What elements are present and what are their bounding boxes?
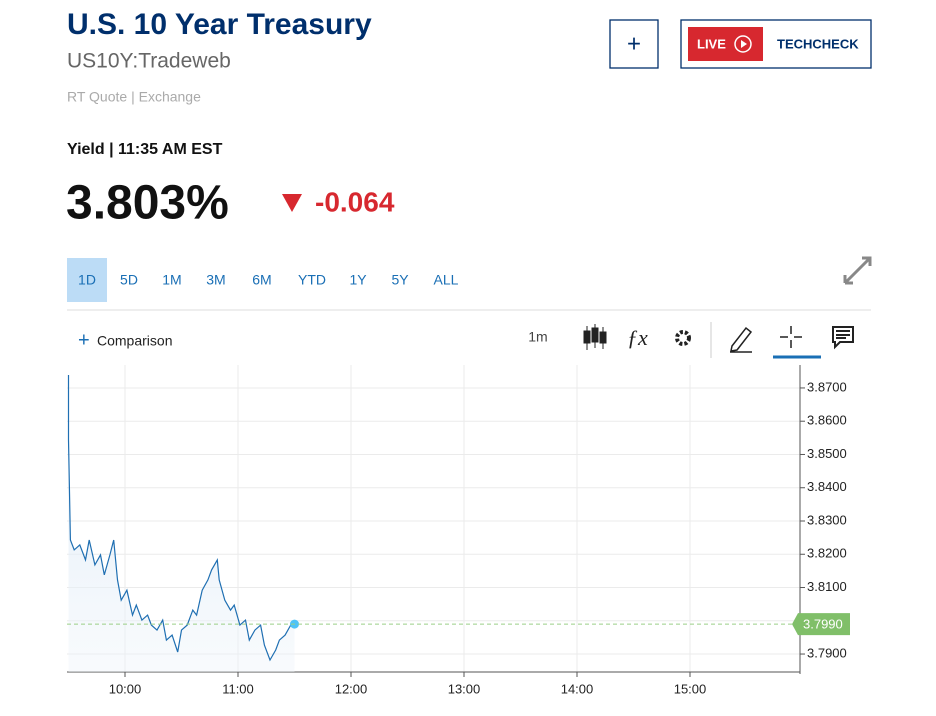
range-tab[interactable]: YTD bbox=[298, 272, 326, 288]
comparison-plus[interactable]: + bbox=[78, 329, 90, 351]
comment-icon[interactable] bbox=[832, 326, 854, 350]
candle-icon[interactable] bbox=[583, 324, 607, 350]
range-tab[interactable]: 5D bbox=[120, 272, 138, 288]
comparison[interactable]: Comparison bbox=[97, 333, 172, 349]
x-tick-label: 11:00 bbox=[222, 681, 254, 696]
y-tick-label: 3.7900 bbox=[807, 645, 847, 660]
range-tab[interactable]: 1M bbox=[162, 272, 181, 288]
y-tick-label: 3.8700 bbox=[807, 379, 847, 394]
add-label: + bbox=[627, 30, 641, 57]
y-tick-label: 3.8600 bbox=[807, 413, 847, 428]
y-tick-label: 3.8200 bbox=[807, 546, 847, 561]
last-badge bbox=[792, 613, 850, 636]
play-icon bbox=[734, 35, 752, 53]
range-tab[interactable]: 1D bbox=[78, 272, 96, 288]
y-tick-label: 3.8100 bbox=[807, 579, 847, 594]
y-tick-label: 3.8400 bbox=[807, 479, 847, 494]
last-label: 3.7990 bbox=[803, 617, 843, 632]
interval[interactable]: 1m bbox=[528, 329, 547, 345]
show-label: TECHCHECK bbox=[777, 36, 859, 51]
source: RT Quote | Exchange bbox=[67, 89, 201, 105]
study-icon[interactable]: ƒx bbox=[627, 325, 648, 350]
change: -0.064 bbox=[315, 186, 395, 217]
quote-label: Yield | 11:35 AM EST bbox=[67, 141, 223, 158]
x-tick-label: 15:00 bbox=[674, 681, 707, 696]
range-tab[interactable]: ALL bbox=[434, 272, 459, 288]
add-button[interactable] bbox=[609, 19, 659, 69]
settings-icon[interactable] bbox=[675, 330, 691, 346]
play-triangle bbox=[741, 40, 747, 48]
x-tick-label: 12:00 bbox=[335, 681, 368, 696]
x-tick-label: 14:00 bbox=[561, 681, 594, 696]
down-arrow bbox=[282, 194, 302, 212]
range-tab[interactable]: 1Y bbox=[349, 272, 367, 288]
symbol: US10Y:Tradeweb bbox=[67, 50, 231, 73]
range-tab[interactable]: 6M bbox=[252, 272, 271, 288]
y-tick-label: 3.8500 bbox=[807, 446, 847, 461]
x-tick-label: 13:00 bbox=[448, 681, 481, 696]
line bbox=[67, 375, 295, 662]
expand-icon[interactable] bbox=[843, 256, 872, 285]
title: U.S. 10 Year Treasury bbox=[67, 8, 372, 41]
range-tabs: 1D 5D 1M 3M 6M YTD 1Y 5Y ALL bbox=[67, 258, 459, 302]
range-tab[interactable]: 5Y bbox=[391, 272, 409, 288]
chart: 3.79003.80003.81003.82003.83003.84003.85… bbox=[67, 365, 850, 696]
range-tab[interactable]: 3M bbox=[206, 272, 225, 288]
live-label: LIVE bbox=[697, 36, 726, 51]
draw-icon[interactable] bbox=[730, 326, 753, 353]
area bbox=[68, 375, 295, 672]
active-tab bbox=[67, 258, 107, 302]
y-tick-label: 3.8300 bbox=[807, 512, 847, 527]
x-tick-label: 10:00 bbox=[109, 681, 142, 696]
price: 3.803% bbox=[66, 177, 229, 230]
crosshair-icon[interactable] bbox=[780, 326, 802, 348]
